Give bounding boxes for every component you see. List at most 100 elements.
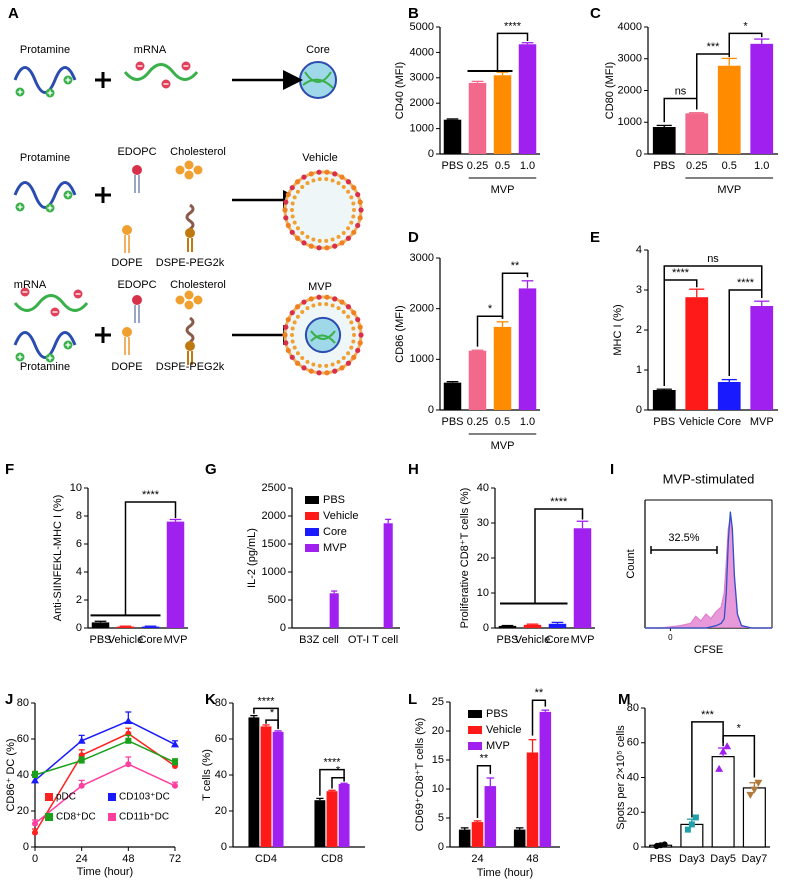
liposome-head <box>285 222 291 229</box>
liposome-head <box>311 303 316 308</box>
y-axis-label: IL-2 (pg/mL) <box>246 528 258 588</box>
y-tick-label: 60 <box>215 733 227 745</box>
panel-letter: M <box>618 691 631 708</box>
x-tick-label: MVP <box>750 416 774 428</box>
liposome-head <box>351 310 357 316</box>
y-tick-label: 1000 <box>618 116 642 128</box>
point <box>750 786 759 794</box>
liposome-head <box>346 226 351 231</box>
significance-label: **** <box>142 489 160 501</box>
panel-letter: A <box>8 5 19 22</box>
liposome-head <box>300 231 305 236</box>
bar <box>314 800 326 847</box>
liposome-head <box>285 316 291 323</box>
line <box>34 720 176 781</box>
y-tick-label: 30 <box>477 517 489 529</box>
x-tick-label: Vehicle <box>679 416 714 428</box>
bar <box>573 528 592 628</box>
y-axis-label: Anti-SIINFEKL-MHC I (%) <box>52 495 64 622</box>
liposome-head <box>330 303 335 308</box>
line <box>34 739 176 776</box>
y-tick-label: 0 <box>280 622 286 634</box>
y-tick-label: 4 <box>636 244 642 256</box>
liposome-head <box>301 174 307 180</box>
x-tick-label: Vehicle <box>108 634 143 646</box>
mrna <box>13 294 89 312</box>
x-tick-label: 1.0 <box>520 160 535 172</box>
panel-letter: I <box>610 461 614 478</box>
marker <box>78 757 85 764</box>
liposome-head <box>351 201 356 206</box>
liposome-head <box>339 365 345 371</box>
product-label: MVP <box>308 281 332 293</box>
y-axis-label: Proliferative CD8⁺T cells (%) <box>459 488 471 629</box>
x-tick-label: Vehicle <box>515 634 550 646</box>
bar <box>116 626 135 628</box>
point <box>746 791 755 799</box>
significance-bracket <box>534 508 584 604</box>
y-tick-label: 3000 <box>618 53 642 65</box>
significance-label: * <box>737 723 742 735</box>
y-tick-label: 40 <box>17 769 29 781</box>
x-tick-label: 0.5 <box>495 416 510 428</box>
x-tick-label: MVP <box>164 634 188 646</box>
component-label: DSPE-PEG2k <box>156 361 225 373</box>
liposome-head <box>324 169 330 175</box>
y-tick-label: 8 <box>76 510 82 522</box>
liposome-head <box>316 294 322 300</box>
point <box>692 814 699 821</box>
legend-label: MVP <box>323 542 347 554</box>
liposome-head <box>301 240 307 246</box>
component-label: DSPE-PEG2k <box>156 257 225 269</box>
x-tick-label: PBS <box>441 160 463 172</box>
y-tick-label: 1 <box>636 364 642 376</box>
bar <box>484 786 497 847</box>
significance-bracket <box>124 501 177 616</box>
y-tick-label: 0 <box>438 841 444 853</box>
liposome-head <box>289 185 295 191</box>
bar <box>443 119 462 154</box>
marker <box>77 736 86 744</box>
y-tick-label: 2500 <box>262 482 286 494</box>
legend-swatch <box>468 726 482 734</box>
x-tick-label: 0.25 <box>686 160 707 172</box>
liposome-head <box>324 294 330 300</box>
bar <box>141 626 160 628</box>
significance-bracket <box>728 289 763 376</box>
liposome-head <box>289 229 295 235</box>
legend-label: Vehicle <box>323 510 358 522</box>
liposome-head <box>282 207 288 213</box>
liposome-head <box>332 296 338 302</box>
y-tick-label: 80 <box>17 697 29 709</box>
cholesterol <box>175 165 185 175</box>
liposome-head <box>290 208 294 212</box>
significance-label: *** <box>707 41 721 53</box>
product-label: Core <box>306 44 330 56</box>
liposome-head <box>351 339 356 344</box>
bar <box>468 82 487 154</box>
significance-label: **** <box>323 757 341 769</box>
y-tick-label: 20 <box>215 805 227 817</box>
liposome-head <box>292 195 297 200</box>
y-tick-label: 2000 <box>262 510 286 522</box>
y-tick-label: 3000 <box>410 72 434 84</box>
legend-label: PBS <box>486 708 508 720</box>
panel-letter: C <box>590 5 601 22</box>
legend-label: Core <box>323 526 347 538</box>
bar <box>680 823 704 848</box>
significance-label: * <box>270 707 275 719</box>
y-tick-label: 0 <box>633 841 639 853</box>
y-tick-label: 4000 <box>410 46 434 58</box>
x-tick-label: Core <box>139 634 163 646</box>
significance-bracket <box>691 721 724 818</box>
line <box>34 763 176 825</box>
liposome-head <box>351 326 356 331</box>
y-axis-label: CD86⁺ DC (%) <box>5 738 17 811</box>
x-tick-label: 48 <box>122 853 134 865</box>
liposome-head <box>290 326 295 331</box>
lipid-head <box>122 327 132 337</box>
y-tick-label: 2 <box>636 324 642 336</box>
liposome-head <box>339 174 345 180</box>
x-tick-label: Day5 <box>710 853 736 865</box>
